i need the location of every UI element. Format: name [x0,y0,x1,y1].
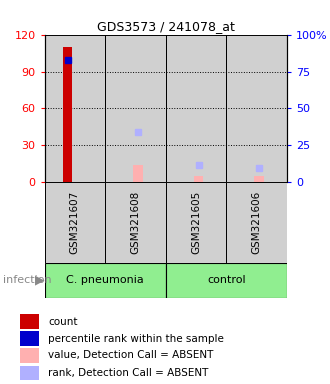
Bar [166,35,226,182]
Text: control: control [207,275,246,285]
Bar [19,314,39,329]
Bar [19,331,39,346]
Bar [226,182,287,263]
Text: GSM321608: GSM321608 [130,191,141,254]
Bar [254,176,264,182]
Bar [194,176,203,182]
Bar [63,47,73,182]
Bar [166,182,226,263]
Text: infection: infection [3,275,52,285]
Text: value, Detection Call = ABSENT: value, Detection Call = ABSENT [48,350,214,360]
Title: GDS3573 / 241078_at: GDS3573 / 241078_at [97,20,235,33]
Text: percentile rank within the sample: percentile rank within the sample [48,334,224,344]
Bar [226,35,287,182]
Text: GSM321606: GSM321606 [252,191,262,254]
Text: ▶: ▶ [35,274,45,287]
Text: C. pneumonia: C. pneumonia [66,275,144,285]
Bar [45,182,105,263]
Bar [45,263,166,298]
Bar [105,35,166,182]
Bar [105,182,166,263]
Bar [133,165,143,182]
Bar [19,366,39,380]
Bar [45,35,105,182]
Bar [19,348,39,362]
Bar [166,263,287,298]
Text: GSM321605: GSM321605 [191,191,201,254]
Text: GSM321607: GSM321607 [70,191,80,254]
Text: rank, Detection Call = ABSENT: rank, Detection Call = ABSENT [48,368,209,378]
Text: count: count [48,317,78,327]
